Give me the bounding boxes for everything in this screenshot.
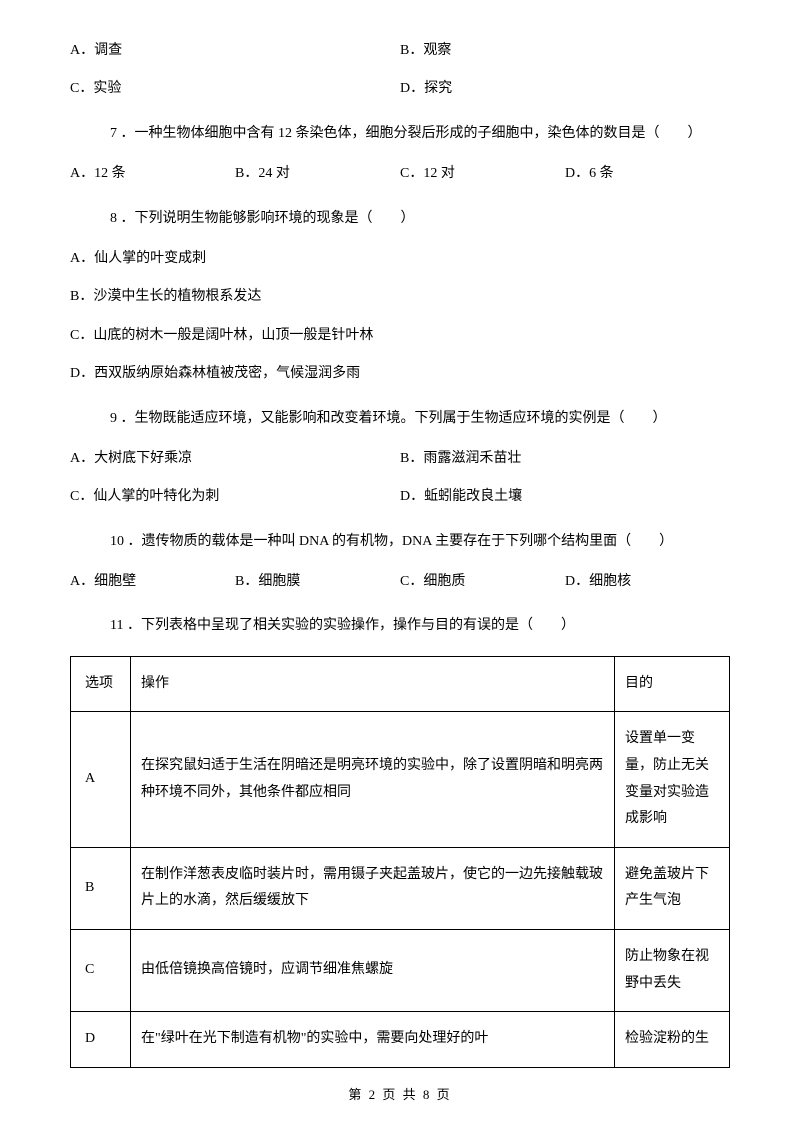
q9-opt-d: D．蚯蚓能改良土壤 — [400, 486, 730, 508]
q7-stem: 7 ．一种生物体细胞中含有 12 条染色体，细胞分裂后形成的子细胞中，染色体的数… — [110, 123, 730, 145]
cell-op: 由低倍镜换高倍镜时，应调节细准焦螺旋 — [131, 930, 615, 1012]
table-row: D 在"绿叶在光下制造有机物"的实验中，需要向处理好的叶 检验淀粉的生 — [71, 1012, 730, 1068]
q9-row2: C．仙人掌的叶特化为刺 D．蚯蚓能改良土壤 — [70, 486, 730, 508]
q10-stem: 10 ．遗传物质的载体是一种叫 DNA 的有机物，DNA 主要存在于下列哪个结构… — [110, 531, 730, 553]
table-row: B 在制作洋葱表皮临时装片时，需用镊子夹起盖玻片，使它的一边先接触载玻片上的水滴… — [71, 847, 730, 929]
q6-opt-a: A．调查 — [70, 40, 400, 62]
q7-opt-a: A．12 条 — [70, 163, 235, 185]
q6-opt-c: C．实验 — [70, 78, 400, 100]
q11-table: 选项 操作 目的 A 在探究鼠妇适于生活在阴暗还是明亮环境的实验中，除了设置阴暗… — [70, 656, 730, 1068]
q11-stem: 11 ．下列表格中呈现了相关实验的实验操作，操作与目的有误的是（ ） — [110, 615, 730, 637]
cell-goal: 检验淀粉的生 — [615, 1012, 730, 1068]
cell-opt: D — [71, 1012, 131, 1068]
q7-opt-b: B．24 对 — [235, 163, 400, 185]
cell-goal: 设置单一变量，防止无关变量对实验造成影响 — [615, 712, 730, 847]
table-row: A 在探究鼠妇适于生活在阴暗还是明亮环境的实验中，除了设置阴暗和明亮两种环境不同… — [71, 712, 730, 847]
q10-opt-b: B．细胞膜 — [235, 571, 400, 593]
q9-opt-c: C．仙人掌的叶特化为刺 — [70, 486, 400, 508]
q8-opt-c: C．山底的树木一般是阔叶林，山顶一般是针叶林 — [70, 325, 730, 347]
q7-opt-c: C．12 对 — [400, 163, 565, 185]
q6-row1: A．调查 B．观察 — [70, 40, 730, 62]
th-option: 选项 — [71, 656, 131, 712]
q10-options: A．细胞壁 B．细胞膜 C．细胞质 D．细胞核 — [70, 571, 730, 593]
page-footer: 第 2 页 共 8 页 — [0, 1085, 800, 1106]
q8-opt-b: B．沙漠中生长的植物根系发达 — [70, 286, 730, 308]
q6-row2: C．实验 D．探究 — [70, 78, 730, 100]
q7-opt-d: D．6 条 — [565, 163, 730, 185]
cell-op: 在制作洋葱表皮临时装片时，需用镊子夹起盖玻片，使它的一边先接触载玻片上的水滴，然… — [131, 847, 615, 929]
q6-opt-d: D．探究 — [400, 78, 730, 100]
q9-opt-b: B．雨露滋润禾苗壮 — [400, 448, 730, 470]
cell-op: 在"绿叶在光下制造有机物"的实验中，需要向处理好的叶 — [131, 1012, 615, 1068]
q10-opt-d: D．细胞核 — [565, 571, 730, 593]
th-operation: 操作 — [131, 656, 615, 712]
th-goal: 目的 — [615, 656, 730, 712]
cell-goal: 防止物象在视野中丢失 — [615, 930, 730, 1012]
q9-row1: A．大树底下好乘凉 B．雨露滋润禾苗壮 — [70, 448, 730, 470]
q10-opt-c: C．细胞质 — [400, 571, 565, 593]
cell-opt: B — [71, 847, 131, 929]
q8-opt-d: D．西双版纳原始森林植被茂密，气候湿润多雨 — [70, 363, 730, 385]
table-row: C 由低倍镜换高倍镜时，应调节细准焦螺旋 防止物象在视野中丢失 — [71, 930, 730, 1012]
q6-opt-b: B．观察 — [400, 40, 730, 62]
q9-opt-a: A．大树底下好乘凉 — [70, 448, 400, 470]
cell-op: 在探究鼠妇适于生活在阴暗还是明亮环境的实验中，除了设置阴暗和明亮两种环境不同外，… — [131, 712, 615, 847]
q8-stem: 8 ．下列说明生物能够影响环境的现象是（ ） — [110, 208, 730, 230]
cell-goal: 避免盖玻片下产生气泡 — [615, 847, 730, 929]
cell-opt: A — [71, 712, 131, 847]
q10-opt-a: A．细胞壁 — [70, 571, 235, 593]
q9-stem: 9 ．生物既能适应环境，又能影响和改变着环境。下列属于生物适应环境的实例是（ ） — [110, 408, 730, 430]
q8-opt-a: A．仙人掌的叶变成刺 — [70, 248, 730, 270]
cell-opt: C — [71, 930, 131, 1012]
table-header-row: 选项 操作 目的 — [71, 656, 730, 712]
q7-options: A．12 条 B．24 对 C．12 对 D．6 条 — [70, 163, 730, 185]
